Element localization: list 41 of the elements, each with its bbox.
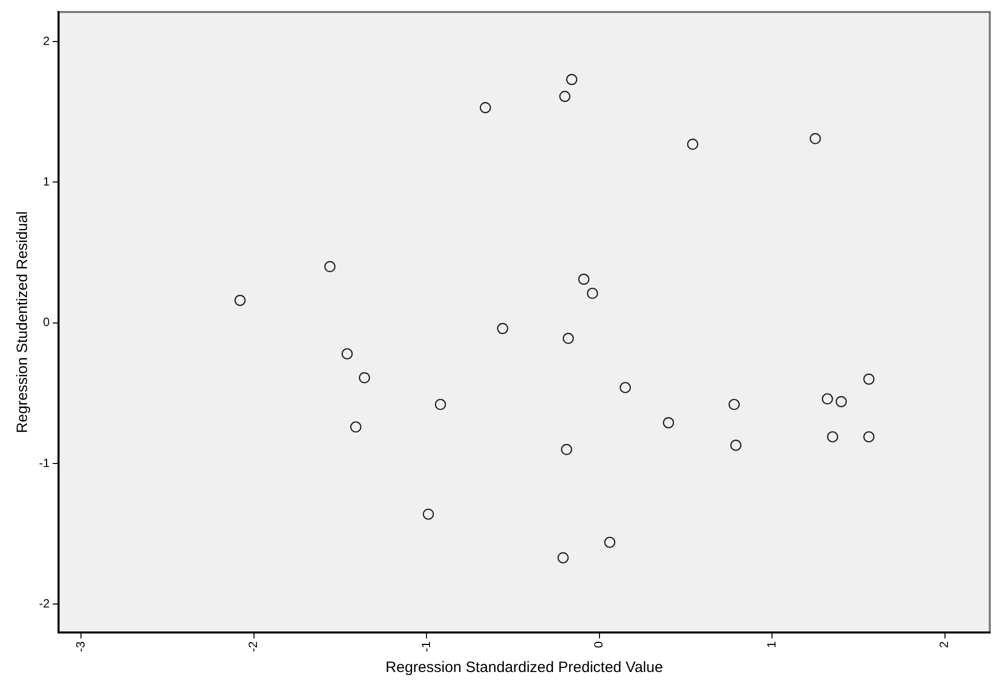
x-tick-label: -3 [73,641,88,652]
point [234,294,246,306]
point [730,440,742,451]
y-tick-label: 1 [42,174,50,189]
point [728,398,740,410]
point [826,431,838,442]
x-tick-label: 1 [764,641,778,648]
point [480,102,491,114]
point [822,393,834,404]
point [497,322,508,334]
x-axis-title: Regression Standardized Predicted Value [386,659,663,676]
y-tick-label: 2 [42,34,50,48]
point [604,536,616,548]
y-tick-label: -2 [39,596,50,611]
point [558,552,569,564]
point [358,372,370,384]
point [662,417,674,428]
point [863,374,874,385]
point [578,274,590,285]
point [810,133,821,144]
point [559,90,570,102]
point [324,261,336,272]
x-tick-label: -2 [246,641,260,652]
x-tick-label: -1 [418,641,433,652]
y-tick-label: 0 [42,315,50,330]
point [342,348,353,360]
point [422,508,434,520]
point [687,138,698,150]
x-tick-label: 0 [592,641,606,648]
point [350,421,362,433]
y-axis-title: Regression Studentized Residual [14,211,32,434]
point [836,396,847,408]
point [566,74,578,86]
point [620,382,631,394]
point [586,288,598,299]
point [560,444,572,456]
point [863,431,874,442]
x-tick-label: 2 [937,641,952,648]
y-tick-label: -1 [39,456,50,470]
point [562,332,574,344]
point [434,398,446,410]
